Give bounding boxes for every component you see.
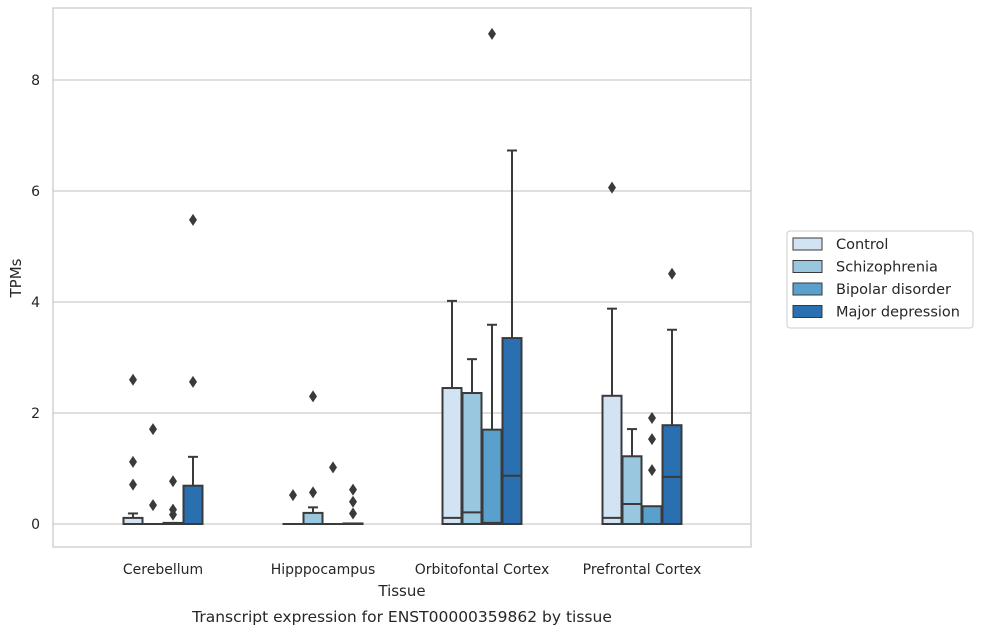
legend: Control Schizophrenia Bipolar disorder Majo… <box>786 230 974 329</box>
y-axis-label: TPMs <box>7 258 25 298</box>
box <box>501 149 523 526</box>
box <box>162 475 184 526</box>
x-axis-label: Tissue <box>377 582 425 600</box>
y-tick-label: 4 <box>31 295 40 311</box>
legend-item: Schizophrenia <box>792 260 938 276</box>
legend-swatch <box>792 237 823 251</box>
outlier-point <box>648 464 656 477</box>
box-body <box>441 387 463 525</box>
outlier-point <box>349 483 357 496</box>
box <box>322 461 344 526</box>
legend-label: Bipolar disorder <box>836 282 951 298</box>
chart-caption: Transcript expression for ENST0000035986… <box>191 608 612 626</box>
legend-swatch <box>792 305 823 318</box>
box-body <box>641 505 663 525</box>
outlier-point <box>668 267 676 280</box>
legend-label: Control <box>836 237 888 253</box>
outlier-point <box>329 461 337 474</box>
box-series <box>122 27 683 526</box>
outlier-point <box>608 181 616 194</box>
box <box>342 483 364 526</box>
box-body <box>461 392 483 525</box>
outlier-point <box>169 475 177 488</box>
legend-swatch <box>792 282 823 296</box>
box <box>122 373 144 526</box>
outlier-point <box>349 507 357 520</box>
x-axis-ticks: Cerebellum Hipppocampus Orbitofontal Corte… <box>123 562 701 578</box>
box <box>182 213 204 525</box>
outlier-point <box>309 486 317 499</box>
outlier-point <box>648 411 656 424</box>
x-tick-label: Hipppocampus <box>271 562 376 578</box>
y-tick-label: 8 <box>31 73 40 89</box>
box <box>601 181 623 526</box>
legend-item: Bipolar disorder <box>792 282 951 298</box>
box-body <box>661 424 683 525</box>
x-tick-label: Orbitofontal Cortex <box>415 562 550 578</box>
legend-frame <box>786 230 974 329</box>
box <box>302 390 324 526</box>
legend-item: Major depression <box>792 305 960 321</box>
box-body <box>302 511 324 526</box>
outlier-point <box>129 478 137 491</box>
legend-swatch <box>792 260 823 273</box>
box <box>621 428 643 526</box>
x-tick-label: Cerebellum <box>123 562 203 578</box>
legend-label: Major depression <box>836 305 960 321</box>
box <box>481 27 503 525</box>
outlier-point <box>149 499 157 512</box>
outlier-point <box>169 503 177 516</box>
outlier-point <box>648 433 656 446</box>
outlier-point <box>488 27 496 40</box>
x-tick-label: Prefrontal Cortex <box>583 562 702 578</box>
legend-item: Control <box>792 237 888 253</box>
plot-area-frame <box>52 7 752 548</box>
legend-label: Schizophrenia <box>836 260 938 276</box>
box-body <box>501 337 523 526</box>
box-body <box>601 394 623 526</box>
y-tick-label: 2 <box>31 406 40 422</box>
outlier-point <box>189 375 197 388</box>
box <box>641 411 663 525</box>
box <box>661 267 683 525</box>
outlier-point <box>189 213 197 226</box>
y-axis-ticks: 0 2 4 6 8 <box>31 73 40 533</box>
box <box>461 358 483 525</box>
outlier-point <box>149 423 157 436</box>
y-tick-label: 0 <box>31 517 40 533</box>
plot-area-background <box>53 8 751 547</box>
outlier-point <box>289 489 297 502</box>
outlier-point <box>129 455 137 468</box>
y-tick-label: 6 <box>31 184 40 200</box>
box-body <box>621 455 643 526</box>
outlier-point <box>309 390 317 403</box>
outlier-point <box>129 373 137 386</box>
outlier-point <box>349 495 357 508</box>
box-body <box>182 484 204 525</box>
box-body <box>481 428 503 525</box>
